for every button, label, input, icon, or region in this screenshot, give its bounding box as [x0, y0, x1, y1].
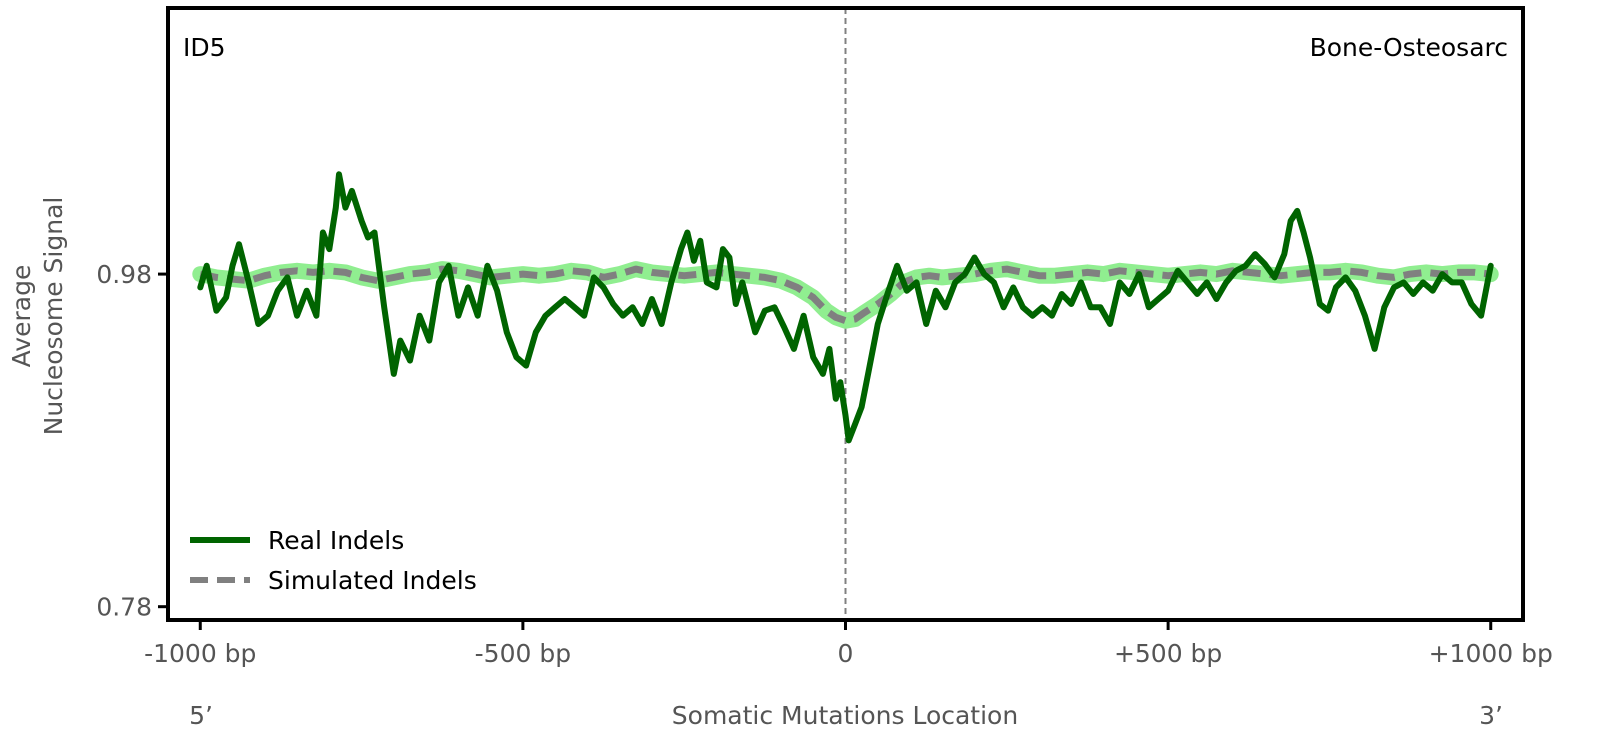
y-axis-title-line1: Average — [7, 265, 36, 368]
x-axis-title: Somatic Mutations Location — [672, 701, 1018, 730]
real-indels-line — [197, 171, 1494, 444]
x-axis-ticks: -1000 bp -500 bp 0 +500 bp +1000 bp — [144, 620, 1553, 668]
x-tick-label: -1000 bp — [144, 639, 256, 668]
x-tick-label: +1000 bp — [1429, 639, 1553, 668]
simulated-indels-series — [192, 261, 1499, 329]
x-tick-label: 0 — [838, 639, 854, 668]
x-tick-label: +500 bp — [1114, 639, 1222, 668]
legend-real-label: Real Indels — [268, 526, 404, 555]
real-indels-series — [197, 171, 1494, 444]
y-tick-label: 0.98 — [96, 260, 152, 289]
y-tick-label: 0.78 — [96, 593, 152, 622]
plot-area — [192, 8, 1499, 620]
y-axis-ticks: 0.78 0.98 — [96, 260, 168, 622]
tissue-label: Bone-Osteosarc — [1310, 33, 1508, 62]
simulated-indels-line — [199, 265, 1492, 325]
x-tick-label: -500 bp — [475, 639, 571, 668]
three-prime-label: 3’ — [1479, 701, 1503, 730]
five-prime-label: 5’ — [189, 701, 213, 730]
legend-simulated-label: Simulated Indels — [268, 566, 477, 595]
y-axis-title-line2: Nucleosome Signal — [39, 197, 68, 436]
legend: Real Indels Simulated Indels — [190, 526, 477, 595]
panel-label: ID5 — [183, 33, 226, 62]
